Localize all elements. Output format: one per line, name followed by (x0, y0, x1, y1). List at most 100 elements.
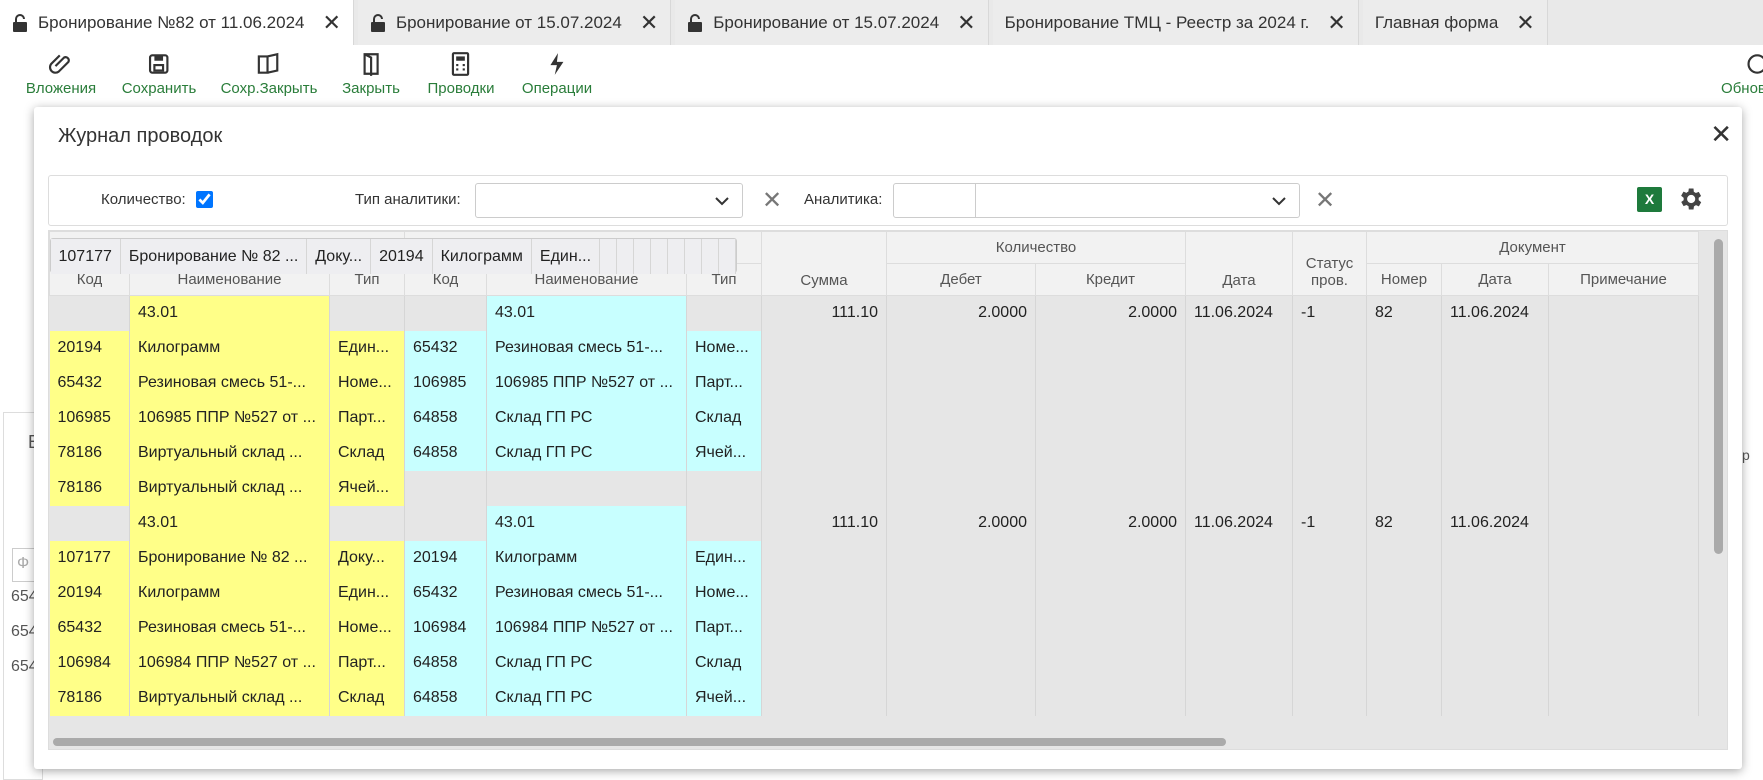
table-cell: Номе... (686, 330, 762, 366)
vertical-scrollbar[interactable] (1714, 239, 1723, 554)
table-cell: 2.0000 (886, 505, 1036, 541)
table-row[interactable]: 106985 106985 ППР №527 от ... Парт... 64858… (49, 400, 1699, 436)
tab[interactable]: Главная форма ✕ (1362, 0, 1548, 45)
entries-grid: Дебет Кредит Сумма Количество Дата Стату… (48, 230, 1728, 750)
table-cell: Ячей... (329, 470, 405, 506)
table-cell: 106985 ППР №527 от ... (486, 365, 687, 401)
table-cell (1035, 645, 1186, 681)
table-cell (1185, 400, 1293, 436)
table-cell (1185, 575, 1293, 611)
toolbar-label: Сохранить (121, 80, 197, 97)
table-cell (49, 295, 130, 331)
tab-close[interactable]: ✕ (957, 9, 976, 35)
table-row[interactable]: 107177 Бронирование № 82 ... Доку... 20194 К… (49, 540, 1699, 576)
tab-close[interactable]: ✕ (639, 9, 659, 35)
column-header[interactable]: Кредит (1035, 263, 1186, 296)
table-cell (761, 610, 887, 646)
table-cell (616, 239, 635, 274)
toolbar-button[interactable]: Обновить (1721, 51, 1763, 97)
tab-close[interactable]: ✕ (1516, 9, 1535, 35)
toolbar-button[interactable]: Закрыть (342, 51, 400, 97)
table-cell: 20194 (370, 239, 433, 274)
table-cell (761, 540, 887, 576)
toolbar-button[interactable]: Сохр.Закрыть (221, 51, 317, 97)
table-cell (718, 239, 737, 274)
quantity-checkbox[interactable] (196, 191, 213, 208)
table-cell: Склад (329, 435, 405, 471)
excel-button[interactable]: X (1637, 187, 1662, 212)
table-cell (1548, 505, 1699, 541)
tab[interactable]: Бронирование №82 от 11.06.2024 ✕ (0, 0, 354, 45)
column-header[interactable]: Сумма (761, 231, 887, 296)
toolbar: Вложения Сохранить Сохр.Закрыть Закрыть Пров… (0, 45, 1763, 107)
tab-label: Бронирование №82 от 11.06.2024 (38, 12, 305, 32)
table-cell: Парт... (329, 645, 405, 681)
clear-button[interactable]: ✕ (762, 187, 783, 214)
table-row[interactable]: 106984 106984 ППР №527 от ... Парт... 64858… (49, 645, 1699, 681)
table-cell: Парт... (329, 400, 405, 436)
table-row[interactable]: 107177 Бронирование № 82 ... Доку... 20194 К… (49, 238, 738, 274)
table-row[interactable]: 65432 Резиновая смесь 51-... Номе... 106985… (49, 365, 1699, 401)
table-cell (1185, 330, 1293, 366)
table-cell: Виртуальный склад ... (129, 680, 330, 716)
table-row[interactable]: 43.01 43.01 111.10 2.0000 2.0000 11.06.2024 -1… (49, 295, 1699, 331)
tab[interactable]: Бронирование от 15.07.2024 ✕ (357, 0, 672, 45)
table-cell: 64858 (404, 680, 487, 716)
tab-label: Бронирование от 15.07.2024 (713, 12, 940, 32)
table-row[interactable]: 65432 Резиновая смесь 51-... Номе... 106984… (49, 610, 1699, 646)
tab-close[interactable]: ✕ (322, 9, 341, 35)
table-cell (1548, 540, 1699, 576)
analytics-type-select[interactable] (475, 183, 743, 218)
column-header[interactable]: Дата (1185, 231, 1293, 296)
table-cell: 78186 (49, 680, 130, 716)
column-header[interactable]: Дата (1441, 263, 1549, 296)
table-row[interactable]: 78186 Виртуальный склад ... Склад 64858 Скла… (49, 680, 1699, 716)
tab-close[interactable]: ✕ (1327, 9, 1346, 35)
tab[interactable]: Бронирование ТМЦ - Реестр за 2024 г. ✕ (992, 0, 1359, 45)
toolbar-button[interactable]: Сохранить (121, 51, 197, 97)
close-button[interactable]: ✕ (1710, 119, 1732, 149)
toolbar-label: Вложения (25, 80, 97, 97)
table-cell (1441, 575, 1549, 611)
table-cell: 20194 (49, 330, 130, 366)
table-row[interactable]: 78186 Виртуальный склад ... Ячей... (49, 470, 1699, 506)
table-row[interactable]: 43.01 43.01 111.10 2.0000 2.0000 11.06.2024 -1… (49, 505, 1699, 541)
table-row[interactable]: 20194 Килограмм Един... 65432 Резиновая смес… (49, 330, 1699, 366)
analytics-select[interactable] (893, 183, 1300, 218)
table-cell: 64858 (404, 435, 487, 471)
table-cell: 2.0000 (1035, 295, 1186, 331)
column-header[interactable]: Статус пров. (1292, 231, 1367, 296)
toolbar-button[interactable]: Вложения (26, 51, 96, 97)
table-cell (329, 295, 405, 331)
toolbar-button[interactable]: Проводки (428, 51, 494, 97)
clear-button[interactable]: ✕ (1315, 187, 1336, 214)
table-cell (684, 239, 703, 274)
table-cell (1441, 330, 1549, 366)
horizontal-scrollbar[interactable] (53, 738, 1226, 746)
table-cell: Парт... (686, 365, 762, 401)
table-cell: 2.0000 (1035, 505, 1186, 541)
table-cell (404, 295, 487, 331)
table-cell (49, 505, 130, 541)
column-header[interactable]: Номер (1366, 263, 1442, 296)
table-cell (1548, 680, 1699, 716)
table-cell (1441, 435, 1549, 471)
table-cell: Номе... (329, 365, 405, 401)
table-cell: 107177 (50, 239, 121, 274)
tab[interactable]: Бронирование от 15.07.2024 ✕ (675, 0, 989, 45)
table-cell: Склад (329, 680, 405, 716)
dialog: Журнал проводок ✕ Количество: Тип аналит… (34, 107, 1742, 769)
entries-table: Дебет Кредит Сумма Количество Дата Стату… (49, 231, 1699, 716)
table-cell: 20194 (404, 540, 487, 576)
column-header[interactable]: Дебет (886, 263, 1036, 296)
table-cell (1366, 400, 1442, 436)
toolbar-button[interactable]: Операции (522, 51, 592, 97)
table-cell: Бронирование № 82 ... (129, 540, 330, 576)
table-row[interactable]: 78186 Виртуальный склад ... Склад 64858 Скла… (49, 435, 1699, 471)
table-cell (404, 470, 487, 506)
column-header[interactable]: Примечание (1548, 263, 1699, 296)
table-row[interactable]: 20194 Килограмм Един... 65432 Резиновая смес… (49, 575, 1699, 611)
settings-button[interactable] (1676, 185, 1704, 213)
table-cell: Резиновая смесь 51-... (486, 575, 687, 611)
table-cell (1548, 645, 1699, 681)
